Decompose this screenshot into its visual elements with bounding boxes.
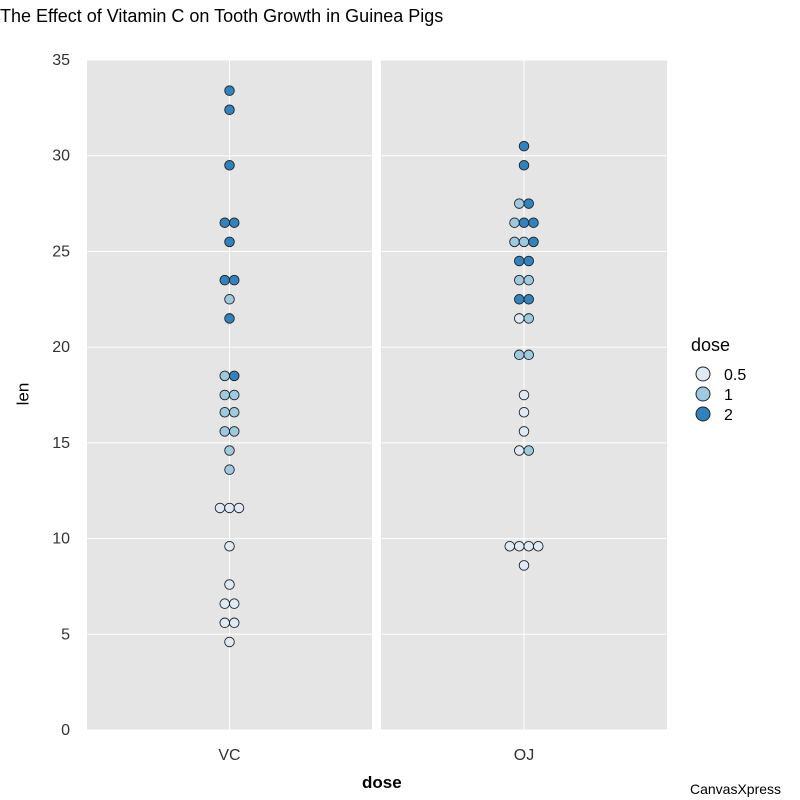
x-tick-label: VC — [218, 747, 240, 764]
data-point — [219, 426, 230, 437]
data-point — [528, 217, 539, 228]
legend-marker — [695, 366, 711, 382]
data-point — [523, 274, 535, 286]
y-tick-label: 10 — [52, 531, 70, 548]
data-point — [523, 313, 535, 324]
data-point — [533, 540, 544, 552]
data-point — [518, 140, 530, 152]
data-point — [523, 540, 535, 552]
legend-label: 0.5 — [724, 367, 746, 384]
data-point — [514, 445, 525, 456]
y-tick-label: 20 — [52, 339, 70, 356]
data-point — [233, 502, 245, 514]
y-tick-label: 35 — [52, 52, 70, 69]
y-tick-label: 30 — [52, 148, 70, 165]
data-point — [509, 236, 520, 248]
data-point — [224, 502, 235, 514]
data-point — [224, 636, 235, 648]
data-point — [518, 160, 530, 171]
data-point — [523, 198, 535, 209]
data-point — [224, 445, 235, 456]
data-point — [514, 274, 525, 286]
chart-title: The Effect of Vitamin C on Tooth Growth … — [0, 6, 444, 26]
y-tick-label: 25 — [52, 243, 70, 260]
data-point — [518, 236, 530, 248]
data-point — [228, 370, 240, 382]
data-point — [224, 313, 235, 324]
data-point — [228, 217, 240, 228]
data-point — [523, 445, 535, 456]
data-point — [219, 389, 230, 401]
data-point — [228, 617, 240, 629]
data-point — [219, 406, 230, 418]
data-point — [224, 540, 235, 552]
data-point — [518, 560, 530, 571]
data-point — [224, 579, 235, 590]
data-point — [219, 274, 230, 286]
x-axis-label: dose — [362, 773, 402, 792]
data-point — [528, 236, 539, 248]
y-tick-label: 5 — [61, 626, 70, 643]
data-point — [228, 426, 240, 437]
data-point — [523, 294, 535, 305]
data-point — [514, 540, 525, 552]
legend-marker — [695, 386, 711, 402]
data-point — [518, 406, 530, 418]
data-point — [228, 389, 240, 401]
data-point — [224, 104, 235, 116]
legend-label: 2 — [724, 407, 733, 424]
data-point — [514, 349, 525, 361]
data-point — [514, 255, 525, 267]
y-axis-label: len — [13, 382, 33, 406]
data-point — [219, 617, 230, 629]
data-point — [224, 464, 235, 475]
data-point — [514, 198, 525, 209]
data-point — [219, 598, 230, 609]
legend-label: 1 — [724, 387, 733, 404]
watermark: CanvasXpress — [690, 781, 782, 797]
legend-title: dose — [691, 335, 731, 355]
data-point — [224, 236, 235, 248]
y-tick-label: 0 — [61, 722, 70, 739]
data-point — [224, 294, 235, 305]
data-point — [219, 217, 230, 228]
legend-marker — [695, 406, 711, 422]
data-point — [518, 426, 530, 437]
data-point — [509, 217, 520, 228]
data-point — [219, 370, 230, 382]
data-point — [518, 389, 530, 401]
data-point — [523, 349, 535, 361]
data-point — [228, 406, 240, 418]
data-point — [523, 255, 535, 267]
data-point — [228, 598, 240, 609]
data-point — [228, 274, 240, 286]
y-tick-label: 15 — [52, 435, 70, 452]
x-tick-label: OJ — [514, 747, 534, 764]
data-point — [504, 540, 516, 552]
data-point — [514, 294, 525, 305]
data-point — [514, 313, 525, 324]
data-point — [518, 217, 530, 228]
data-point — [214, 502, 226, 514]
data-point — [224, 160, 235, 171]
data-point — [224, 85, 235, 96]
